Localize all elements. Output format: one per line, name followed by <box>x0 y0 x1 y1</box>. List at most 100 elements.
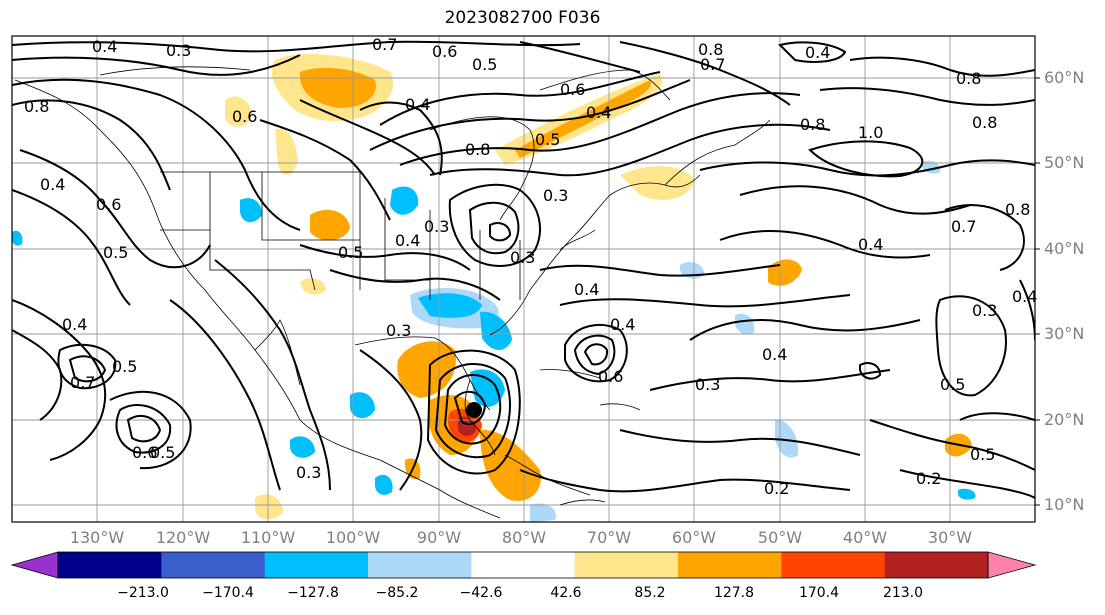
contour-label: 0.5 <box>103 243 128 262</box>
lon-label-90w: 90°W <box>416 528 462 547</box>
contour-label: 0.5 <box>472 55 497 74</box>
contour-label: 0.5 <box>150 443 175 462</box>
contour-label: 0.4 <box>610 315 635 334</box>
shade-positive <box>515 80 651 158</box>
colorbar-label: −213.0 <box>117 585 169 601</box>
contour-label: 0.4 <box>762 345 787 364</box>
contour-label-group: 0.4 0.3 0.7 0.6 0.5 0.8 0.4 0.8 0.7 0.8 … <box>24 35 1037 498</box>
shade-positive <box>480 429 541 501</box>
colorbar-label: 85.2 <box>634 585 666 601</box>
graticule <box>12 36 1035 522</box>
contour-label: 0.7 <box>372 35 397 54</box>
storm-center-marker <box>466 402 482 418</box>
lat-label-50n: 50°N <box>1044 153 1085 172</box>
shade-positive <box>397 341 456 398</box>
contour-label: 0.7 <box>70 373 95 392</box>
colorbar-frame <box>57 551 989 579</box>
colorbar-swatch <box>781 552 886 578</box>
shade-negative <box>290 436 315 458</box>
contour-label: 0.6 <box>132 443 157 462</box>
lon-label-50w: 50°W <box>757 528 803 547</box>
contour-label: 0.2 <box>916 469 941 488</box>
contour-lines <box>12 40 1035 499</box>
colorbar-label: −170.4 <box>202 585 254 601</box>
contour-label: 0.4 <box>805 43 830 62</box>
shade-negative <box>775 419 799 458</box>
shade-negative <box>350 392 375 419</box>
colorbar-label: 127.8 <box>713 585 755 601</box>
shade-negative <box>375 474 393 495</box>
colorbar-label: 42.6 <box>550 585 582 601</box>
contour-label: 0.4 <box>395 231 420 250</box>
contour-label: 0.2 <box>764 479 789 498</box>
contour-label: 0.6 <box>232 107 257 126</box>
contour-label: 0.8 <box>972 113 997 132</box>
shade-positive <box>225 96 252 127</box>
colorbar-swatch <box>884 552 989 578</box>
contour-label: 0.5 <box>970 445 995 464</box>
contour-label: 0.3 <box>386 321 411 340</box>
colorbar-swatch <box>574 552 679 578</box>
contour-label: 0.8 <box>1005 200 1030 219</box>
shade-negative <box>12 230 23 246</box>
lat-label-60n: 60°N <box>1044 68 1085 87</box>
contour-label: 0.5 <box>535 130 560 149</box>
contour-label: 0.3 <box>166 41 191 60</box>
contour-label: 0.4 <box>586 103 611 122</box>
contour-label: 0.5 <box>940 375 965 394</box>
colorbar-arrow-max <box>987 551 1037 579</box>
contour-label: 0.5 <box>338 243 363 262</box>
lon-label-60w: 60°W <box>671 528 717 547</box>
colorbar-swatch <box>161 552 266 578</box>
colorbar-label: 213.0 <box>882 585 924 601</box>
contour-label: 0.4 <box>405 95 430 114</box>
contour-label: 0.8 <box>698 40 723 59</box>
colorbar-swatch <box>471 552 576 578</box>
map-background <box>12 36 1035 522</box>
colorbar-label: −85.2 <box>375 585 419 601</box>
contour-label: 0.3 <box>510 248 535 267</box>
shade-negative <box>735 313 755 335</box>
lon-label-120w: 120°W <box>155 528 211 547</box>
axis-ticks <box>1035 77 1040 506</box>
shade-negative <box>418 293 482 318</box>
colorbar-label: −42.6 <box>459 585 503 601</box>
lat-label-10n: 10°N <box>1044 495 1085 514</box>
contour-label: 0.8 <box>465 140 490 159</box>
lat-label-30n: 30°N <box>1044 324 1085 343</box>
contour-label: 0.4 <box>62 315 87 334</box>
contour-label: 0.4 <box>858 235 883 254</box>
lon-label-30w: 30°W <box>927 528 973 547</box>
shade-positive <box>300 278 326 295</box>
lat-label-20n: 20°N <box>1044 410 1085 429</box>
contour-label: 0.4 <box>574 280 599 299</box>
lon-label-100w: 100°W <box>325 528 381 547</box>
shade-negative <box>480 311 512 350</box>
contour-label: 0.8 <box>956 69 981 88</box>
shade-negative <box>470 369 505 407</box>
colorbar-swatch <box>264 552 369 578</box>
map-frame <box>11 35 1036 523</box>
colorbar-swatch <box>678 552 782 578</box>
contour-label: 0.4 <box>92 37 117 56</box>
contour-label: 0.3 <box>543 186 568 205</box>
map-title: 2023082700 F036 <box>444 8 601 28</box>
contour-label: 0.8 <box>24 97 49 116</box>
contour-label: 0.3 <box>296 463 321 482</box>
contour-label: 0.7 <box>700 55 725 74</box>
contour-label: 0.4 <box>1012 287 1037 306</box>
contour-label: 0.3 <box>424 217 449 236</box>
shade-positive <box>255 494 283 520</box>
lon-label-110w: 110°W <box>240 528 296 547</box>
shade-positive <box>310 209 350 241</box>
lon-label-80w: 80°W <box>501 528 547 547</box>
shade-negative <box>958 488 976 500</box>
contour-label: 0.6 <box>560 80 585 99</box>
lon-label-40w: 40°W <box>842 528 888 547</box>
shade-negative <box>240 198 262 223</box>
contour-label: 0.4 <box>40 175 65 194</box>
colorbar-swatch <box>58 552 162 578</box>
contour-label: 0.5 <box>112 357 137 376</box>
contour-label: 0.3 <box>972 301 997 320</box>
